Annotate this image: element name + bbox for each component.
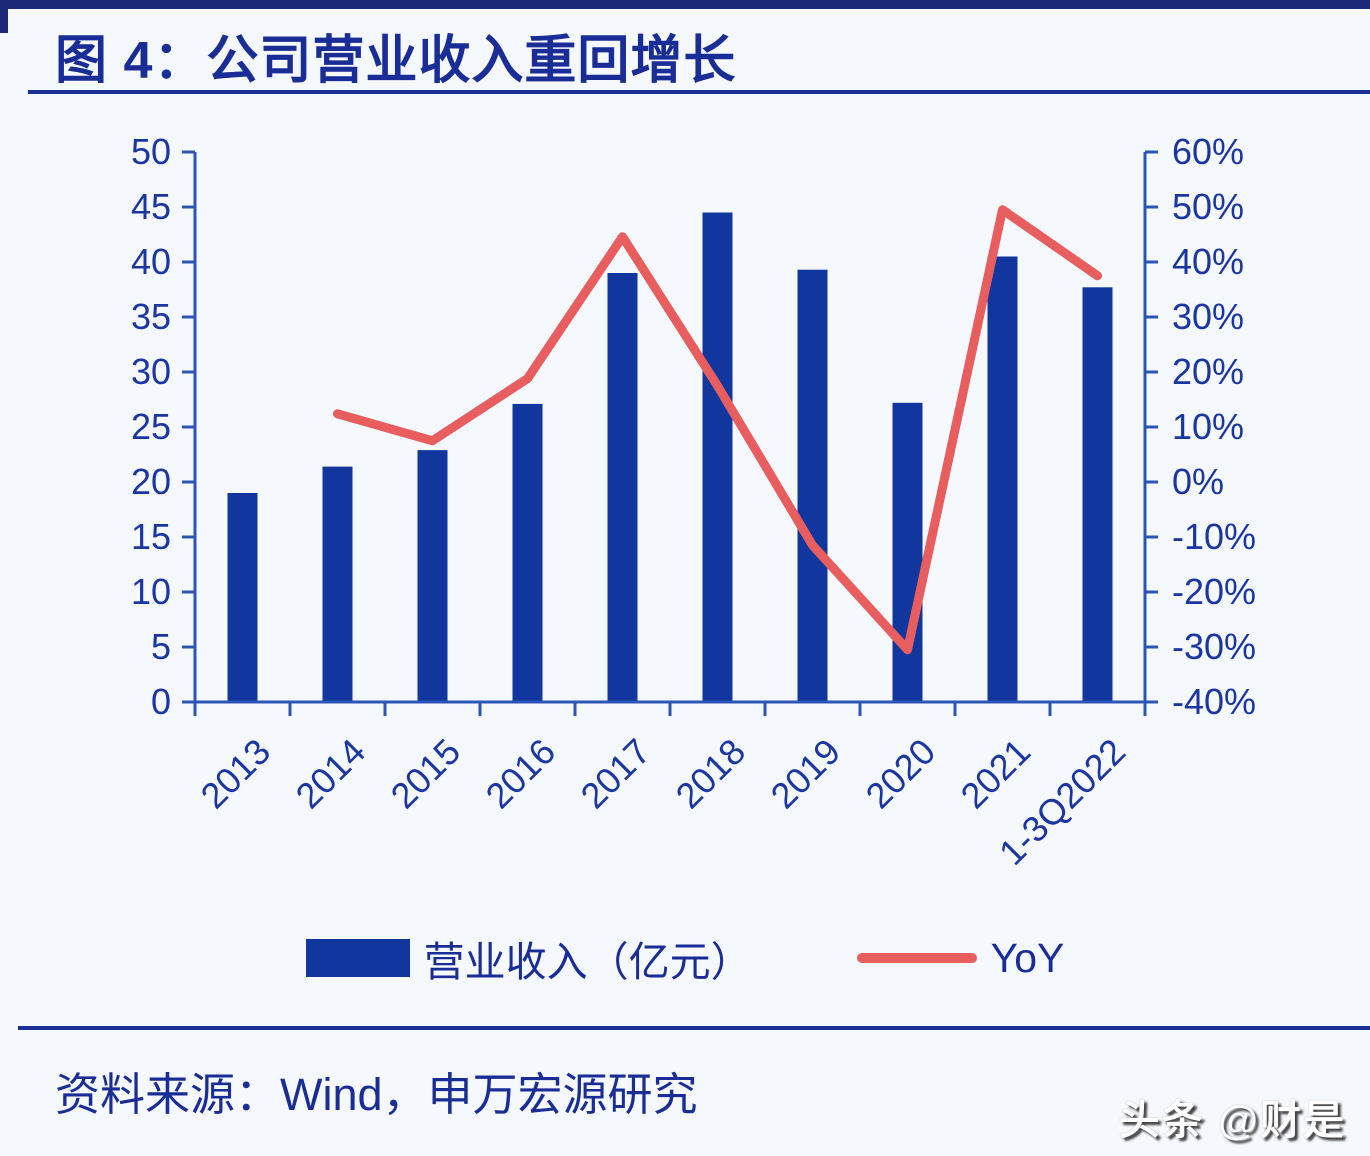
left-axis-label: 10 <box>131 571 171 612</box>
legend-item-revenue: 营业收入（亿元） <box>305 928 752 988</box>
right-axis-label: 50% <box>1172 186 1244 227</box>
watermark-text: 头条 @财是 <box>1118 1097 1346 1143</box>
bar-2019 <box>797 269 828 702</box>
figure-title: 图 4：公司营业收入重回增长 <box>55 32 737 90</box>
source-divider <box>18 1026 1370 1030</box>
bar-2018 <box>702 212 733 702</box>
bar-2017 <box>607 273 638 702</box>
legend-item-yoy: YoY <box>856 934 1065 982</box>
bar-2013 <box>227 493 258 702</box>
title-underline <box>28 90 1370 94</box>
bar-series-label: 营业收入（亿元） <box>423 939 752 985</box>
right-axis-label: 60% <box>1172 131 1244 172</box>
left-axis-label: 40 <box>131 241 171 282</box>
line-series-label: YoY <box>990 934 1065 981</box>
right-axis-label: 20% <box>1172 351 1244 392</box>
x-axis-label-2013: 2013 <box>193 731 279 817</box>
right-axis-label: -20% <box>1172 571 1256 612</box>
left-axis-label: 20 <box>131 461 171 502</box>
right-axis-label: -30% <box>1172 626 1256 667</box>
x-axis-label-2019: 2019 <box>763 731 849 817</box>
x-axis-label-2014: 2014 <box>288 731 374 817</box>
left-axis-label: 0 <box>151 681 171 722</box>
x-axis-label-2018: 2018 <box>668 731 754 817</box>
bar-2016 <box>512 403 543 702</box>
top-border-bar <box>0 0 1370 9</box>
left-axis-label: 30 <box>131 351 171 392</box>
left-axis-label: 5 <box>151 626 171 667</box>
left-border-notch <box>0 0 8 33</box>
bar-series-swatch <box>305 939 410 977</box>
right-axis-label: 10% <box>1172 406 1244 447</box>
bar-2021 <box>987 256 1018 702</box>
bar-2015 <box>417 450 448 702</box>
left-axis-label: 25 <box>131 406 171 447</box>
left-axis-label: 45 <box>131 186 171 227</box>
x-axis-label-2015: 2015 <box>383 731 469 817</box>
right-axis-label: 0% <box>1172 461 1224 502</box>
line-series-swatch <box>856 953 977 963</box>
left-axis-label: 50 <box>131 131 171 172</box>
yoy-line <box>333 205 1102 655</box>
x-axis-label-2020: 2020 <box>858 731 944 817</box>
chart-legend: 营业收入（亿元） YoY <box>0 928 1370 988</box>
left-axis-label: 15 <box>131 516 171 557</box>
right-axis-label: -40% <box>1172 681 1256 722</box>
bar-1-3Q2022 <box>1082 287 1113 702</box>
source-text: 资料来源：Wind，申万宏源研究 <box>55 1069 698 1120</box>
revenue-yoy-chart: 0 5 10 15 20 25 30 35 40 45 50 -40% -30% -20% -10% 0% 10… <box>131 131 1256 873</box>
left-axis-label: 35 <box>131 296 171 337</box>
x-axis-label-2017: 2017 <box>573 731 659 817</box>
bar-2020 <box>892 402 923 702</box>
bar-2014 <box>322 466 353 702</box>
right-axis-label: 40% <box>1172 241 1244 282</box>
right-axis-label: -10% <box>1172 516 1256 557</box>
right-axis-label: 30% <box>1172 296 1244 337</box>
x-axis-label-2021: 2021 <box>953 731 1039 817</box>
x-axis-label-2016: 2016 <box>478 731 564 817</box>
